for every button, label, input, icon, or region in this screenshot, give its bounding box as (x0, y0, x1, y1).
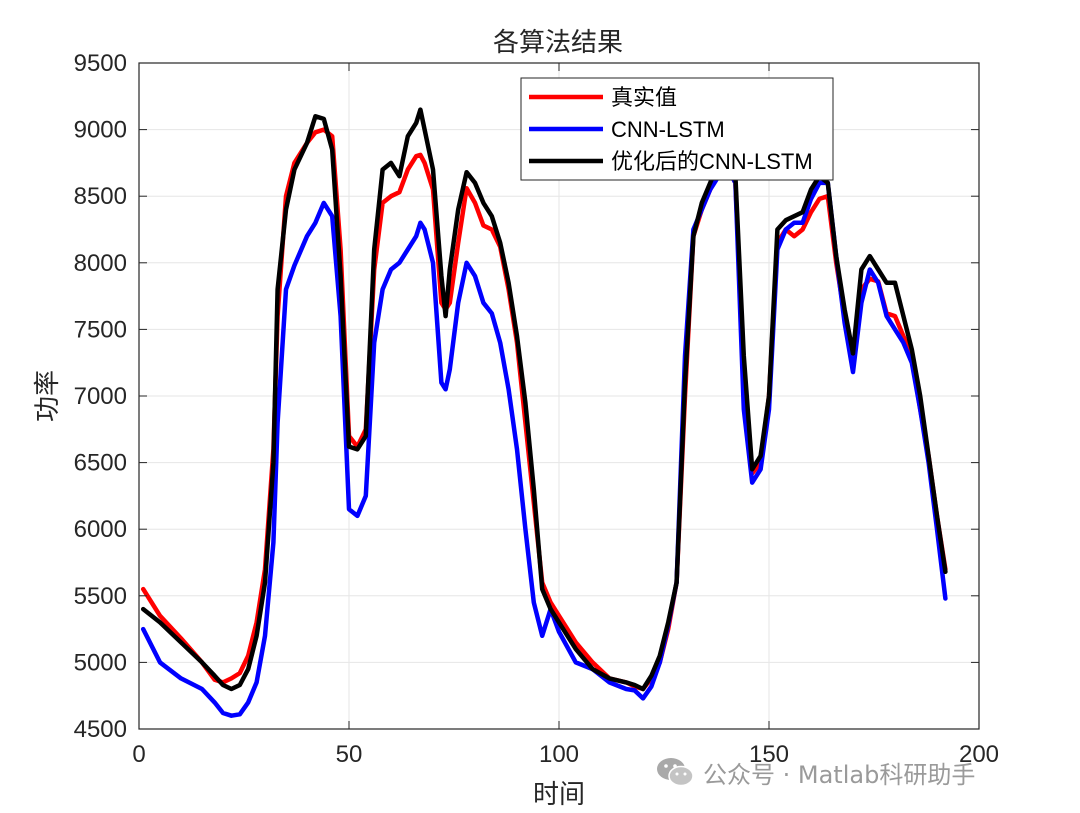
y-tick-label: 6000 (74, 516, 127, 543)
wechat-icon (657, 758, 694, 787)
x-axis: 0 50 100 150 200 (132, 63, 999, 768)
y-tick-label: 5000 (74, 649, 127, 676)
x-tick-label: 50 (336, 741, 363, 768)
legend-label-3: 优化后的CNN-LSTM (611, 149, 813, 174)
y-tick-label: 4500 (74, 716, 127, 743)
x-tick-label: 200 (959, 741, 999, 768)
y-tick-label: 5500 (74, 583, 127, 610)
legend-label-1: 真实值 (611, 85, 677, 110)
y-tick-label: 7000 (74, 383, 127, 410)
y-tick-label: 8500 (74, 183, 127, 210)
y-tick-label: 9500 (74, 50, 127, 77)
y-tick-label: 6500 (74, 450, 127, 477)
watermark: 公众号 · Matlab科研助手 (655, 752, 975, 792)
series-layer (140, 107, 948, 718)
legend-label-2: CNN-LSTM (611, 117, 725, 142)
y-tick-label: 9000 (74, 117, 127, 144)
y-axis: 4500 5000 5500 6000 6500 7000 7500 8000 8500 9000… (74, 50, 979, 743)
x-tick-label: 0 (132, 741, 145, 768)
legend: 真实值 CNN-LSTM 优化后的CNN-LSTM (520, 77, 834, 181)
x-tick-label: 150 (749, 741, 789, 768)
y-tick-label: 7500 (74, 316, 127, 343)
x-axis-label: 时间 (533, 779, 585, 809)
series-line-2 (140, 164, 948, 718)
chart-title: 各算法结果 (493, 27, 623, 57)
watermark-text: 公众号 · Matlab科研助手 (703, 760, 976, 789)
y-tick-label: 8000 (74, 250, 127, 277)
x-tick-label: 100 (539, 741, 579, 768)
y-axis-label: 功率 (32, 370, 62, 422)
